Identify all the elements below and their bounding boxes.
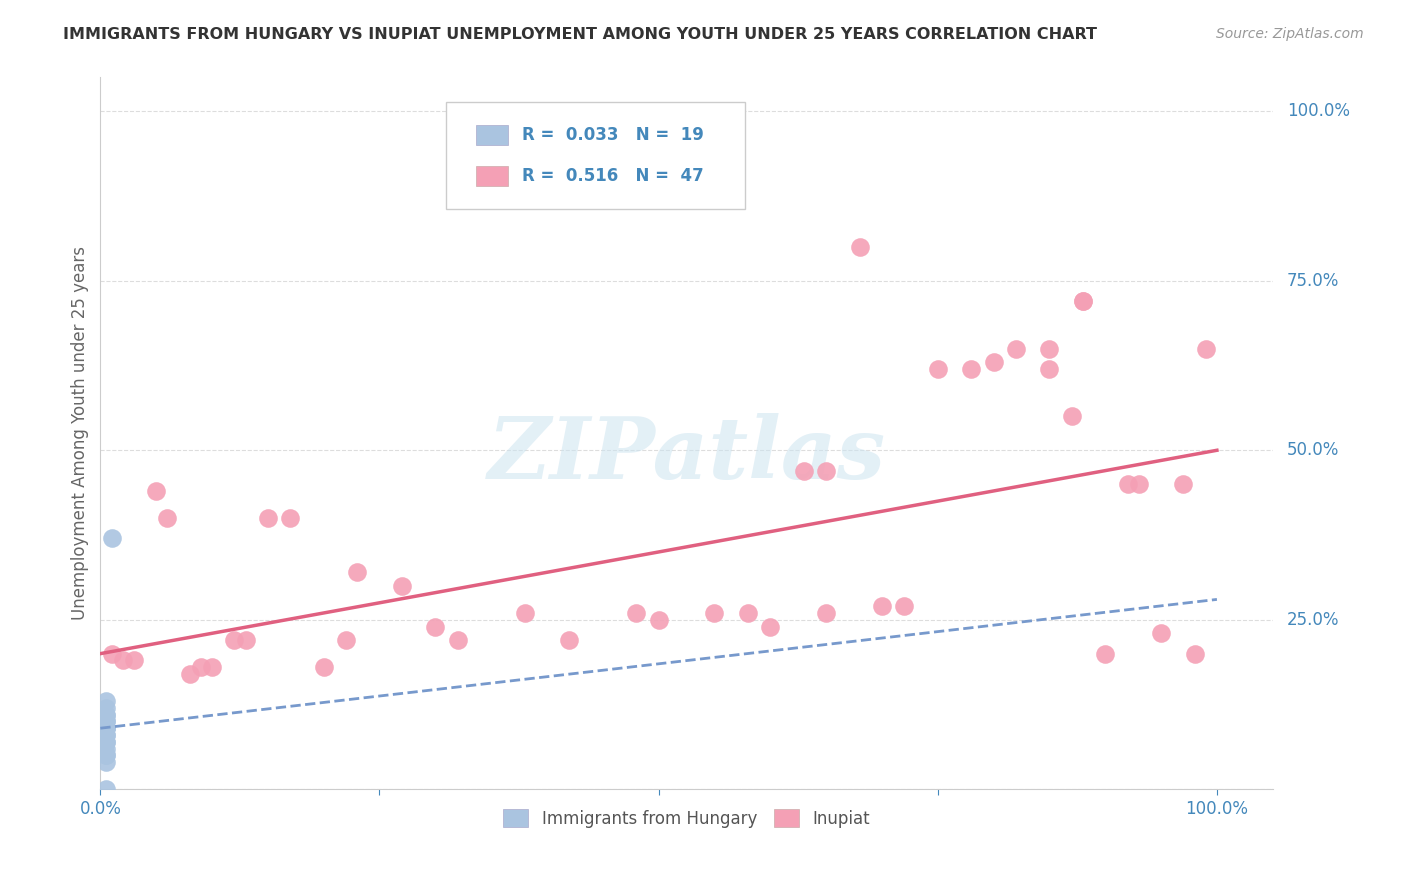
Point xyxy=(1116,477,1139,491)
Text: 100.0%: 100.0% xyxy=(1286,103,1350,120)
Point xyxy=(94,714,117,729)
Point xyxy=(94,721,117,735)
Point xyxy=(626,606,648,620)
Point xyxy=(391,579,413,593)
Point xyxy=(94,741,117,756)
Point xyxy=(1071,294,1094,309)
Text: R =  0.516   N =  47: R = 0.516 N = 47 xyxy=(523,167,704,186)
Point xyxy=(94,782,117,797)
Point xyxy=(815,464,838,478)
Point xyxy=(94,721,117,735)
Point xyxy=(94,748,117,763)
Point xyxy=(224,633,246,648)
Point xyxy=(1173,477,1195,491)
Point xyxy=(558,633,581,648)
Point xyxy=(346,566,368,580)
Bar xyxy=(475,126,509,145)
Point xyxy=(335,633,357,648)
Point xyxy=(278,511,301,525)
Point xyxy=(100,647,122,661)
Point xyxy=(425,619,447,633)
Text: IMMIGRANTS FROM HUNGARY VS INUPIAT UNEMPLOYMENT AMONG YOUTH UNDER 25 YEARS CORRE: IMMIGRANTS FROM HUNGARY VS INUPIAT UNEMP… xyxy=(63,27,1097,42)
Point xyxy=(94,701,117,715)
Point xyxy=(1038,362,1060,376)
Point xyxy=(201,660,224,674)
Point xyxy=(94,748,117,763)
Point xyxy=(815,606,838,620)
Point xyxy=(1071,294,1094,309)
Legend: Immigrants from Hungary, Inupiat: Immigrants from Hungary, Inupiat xyxy=(496,803,876,834)
Point xyxy=(960,362,983,376)
Point xyxy=(647,613,669,627)
Text: R =  0.033   N =  19: R = 0.033 N = 19 xyxy=(523,127,704,145)
Point xyxy=(1150,626,1173,640)
Text: Source: ZipAtlas.com: Source: ZipAtlas.com xyxy=(1216,27,1364,41)
Point xyxy=(1184,647,1206,661)
Point xyxy=(703,606,725,620)
Point xyxy=(94,707,117,722)
Point xyxy=(1128,477,1150,491)
Point xyxy=(179,667,201,681)
Point xyxy=(94,721,117,735)
Bar xyxy=(475,166,509,186)
Point xyxy=(156,511,179,525)
Point xyxy=(235,633,257,648)
Point xyxy=(100,532,122,546)
Point xyxy=(190,660,212,674)
Point xyxy=(94,728,117,742)
Point xyxy=(94,694,117,708)
Point xyxy=(737,606,759,620)
Point xyxy=(870,599,893,614)
Point xyxy=(513,606,536,620)
Point xyxy=(927,362,949,376)
Point xyxy=(111,653,134,667)
Point xyxy=(848,240,870,254)
Text: 75.0%: 75.0% xyxy=(1286,272,1339,290)
Point xyxy=(793,464,815,478)
Point xyxy=(94,735,117,749)
Point xyxy=(446,633,468,648)
Point xyxy=(1038,342,1060,356)
Point xyxy=(983,355,1005,369)
Point xyxy=(1195,342,1218,356)
Y-axis label: Unemployment Among Youth under 25 years: Unemployment Among Youth under 25 years xyxy=(72,246,89,620)
Point xyxy=(94,714,117,729)
Text: 25.0%: 25.0% xyxy=(1286,611,1340,629)
Point xyxy=(312,660,335,674)
Point xyxy=(256,511,278,525)
Point xyxy=(94,735,117,749)
Point xyxy=(145,483,167,498)
Point xyxy=(94,707,117,722)
FancyBboxPatch shape xyxy=(446,103,745,209)
Point xyxy=(1060,409,1083,424)
Point xyxy=(94,728,117,742)
Text: ZIPatlas: ZIPatlas xyxy=(488,413,886,497)
Point xyxy=(94,755,117,769)
Point xyxy=(122,653,145,667)
Point xyxy=(893,599,915,614)
Text: 50.0%: 50.0% xyxy=(1286,442,1339,459)
Point xyxy=(759,619,782,633)
Point xyxy=(1005,342,1028,356)
Point xyxy=(1094,647,1116,661)
